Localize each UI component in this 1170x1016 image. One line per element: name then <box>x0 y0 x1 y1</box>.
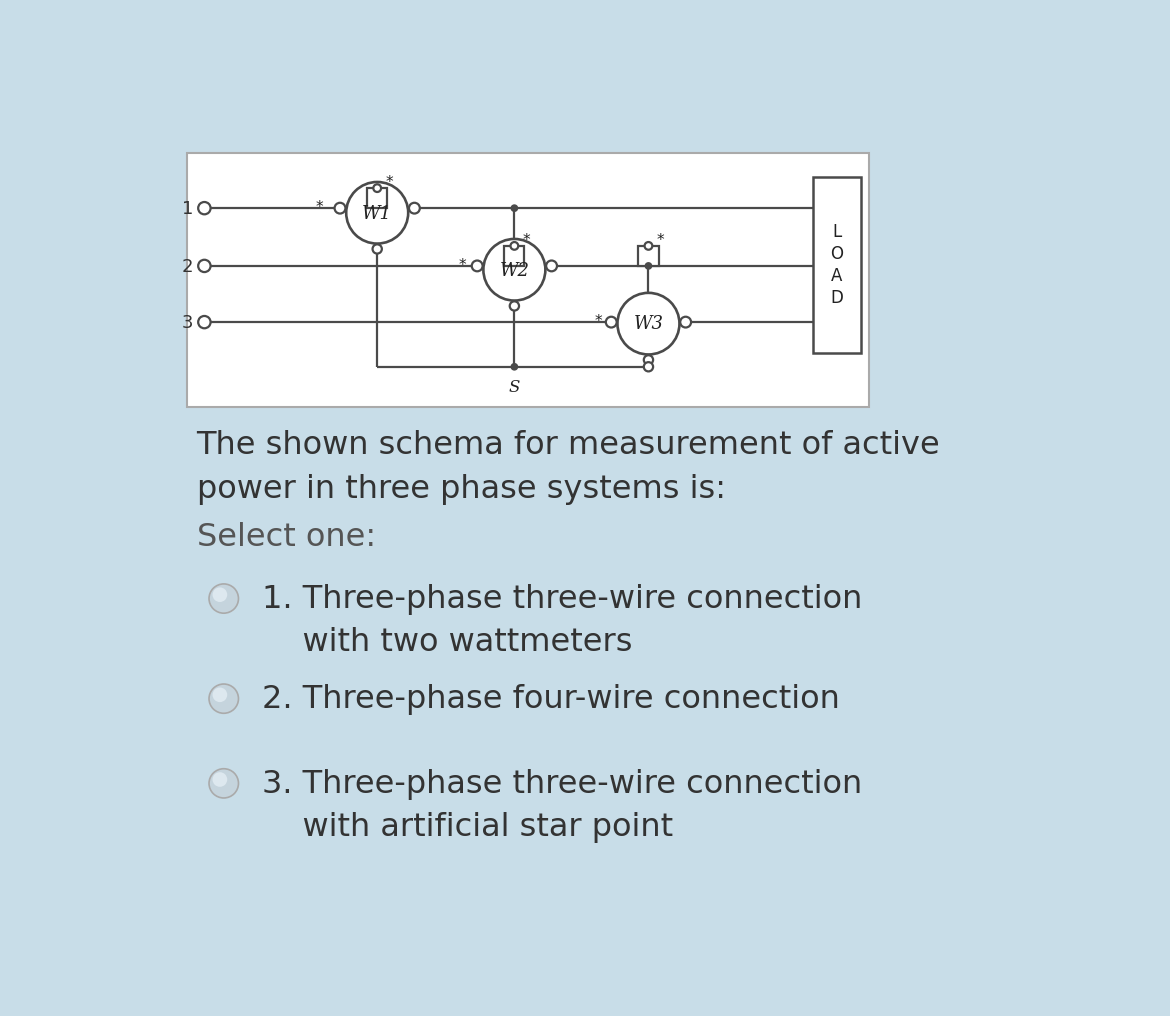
Text: L
O
A
D: L O A D <box>831 223 844 308</box>
Circle shape <box>680 317 691 327</box>
Circle shape <box>483 239 545 301</box>
Circle shape <box>213 587 227 602</box>
Bar <box>639 246 659 266</box>
Text: 1: 1 <box>181 200 193 217</box>
Circle shape <box>346 182 408 244</box>
Circle shape <box>510 363 518 371</box>
Text: *: * <box>523 233 530 248</box>
Bar <box>186 152 868 406</box>
Text: *: * <box>594 314 601 329</box>
Circle shape <box>618 293 680 355</box>
Text: *: * <box>459 258 467 272</box>
Circle shape <box>510 242 518 250</box>
Circle shape <box>644 356 653 365</box>
Text: 2. Three-phase four-wire connection: 2. Three-phase four-wire connection <box>262 684 840 715</box>
Bar <box>813 178 861 353</box>
Bar <box>367 188 387 208</box>
Text: 1. Three-phase three-wire connection
    with two wattmeters: 1. Three-phase three-wire connection wit… <box>262 584 863 658</box>
Text: W3: W3 <box>633 315 663 333</box>
Circle shape <box>213 688 227 702</box>
Text: 3. Three-phase three-wire connection
    with artificial star point: 3. Three-phase three-wire connection wit… <box>262 769 862 842</box>
Text: *: * <box>315 200 323 215</box>
Circle shape <box>373 184 381 192</box>
Circle shape <box>198 316 211 328</box>
Text: The shown schema for measurement of active
power in three phase systems is:: The shown schema for measurement of acti… <box>197 430 941 505</box>
Circle shape <box>198 260 211 272</box>
Circle shape <box>410 203 420 213</box>
Circle shape <box>606 317 617 327</box>
Text: S: S <box>509 379 519 396</box>
Text: *: * <box>658 233 665 248</box>
Text: W1: W1 <box>363 204 392 223</box>
Circle shape <box>209 769 239 798</box>
Circle shape <box>546 260 557 271</box>
Circle shape <box>472 260 482 271</box>
Circle shape <box>198 202 211 214</box>
Circle shape <box>510 302 519 311</box>
Circle shape <box>645 262 653 270</box>
Circle shape <box>335 203 345 213</box>
Text: Select one:: Select one: <box>197 522 376 554</box>
Circle shape <box>510 204 518 212</box>
Circle shape <box>372 245 381 254</box>
Text: 2: 2 <box>181 258 193 275</box>
Bar <box>504 246 524 266</box>
Text: 3: 3 <box>181 314 193 332</box>
Text: *: * <box>386 175 393 190</box>
Circle shape <box>645 242 653 250</box>
Text: W2: W2 <box>500 261 529 279</box>
Circle shape <box>209 684 239 713</box>
Circle shape <box>213 772 227 786</box>
Circle shape <box>644 362 653 372</box>
Circle shape <box>209 584 239 614</box>
